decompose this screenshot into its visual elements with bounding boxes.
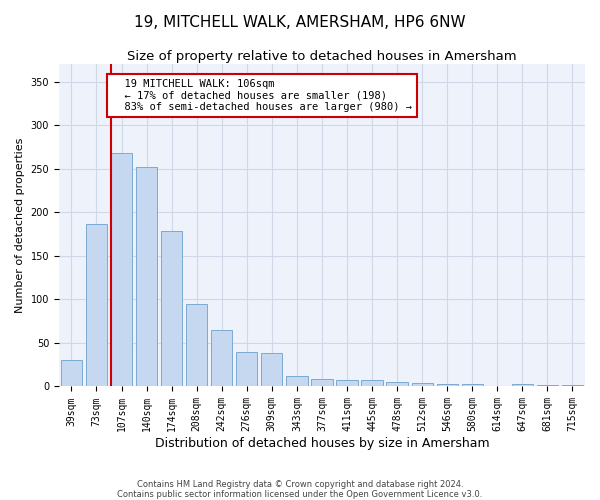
- Bar: [512, 384, 533, 386]
- Bar: [61, 360, 82, 386]
- Bar: [236, 352, 257, 386]
- Bar: [562, 384, 583, 386]
- X-axis label: Distribution of detached houses by size in Amersham: Distribution of detached houses by size …: [155, 437, 489, 450]
- Y-axis label: Number of detached properties: Number of detached properties: [15, 138, 25, 313]
- Bar: [261, 354, 283, 386]
- Bar: [161, 232, 182, 386]
- Text: Contains HM Land Registry data © Crown copyright and database right 2024.
Contai: Contains HM Land Registry data © Crown c…: [118, 480, 482, 499]
- Bar: [337, 380, 358, 386]
- Title: Size of property relative to detached houses in Amersham: Size of property relative to detached ho…: [127, 50, 517, 63]
- Bar: [361, 380, 383, 386]
- Bar: [386, 382, 408, 386]
- Bar: [537, 384, 558, 386]
- Bar: [412, 383, 433, 386]
- Text: 19 MITCHELL WALK: 106sqm
  ← 17% of detached houses are smaller (198)
  83% of s: 19 MITCHELL WALK: 106sqm ← 17% of detach…: [112, 79, 412, 112]
- Bar: [461, 384, 483, 386]
- Bar: [286, 376, 308, 386]
- Bar: [186, 304, 208, 386]
- Bar: [211, 330, 232, 386]
- Bar: [136, 167, 157, 386]
- Bar: [86, 224, 107, 386]
- Bar: [111, 153, 132, 386]
- Bar: [437, 384, 458, 386]
- Text: 19, MITCHELL WALK, AMERSHAM, HP6 6NW: 19, MITCHELL WALK, AMERSHAM, HP6 6NW: [134, 15, 466, 30]
- Bar: [311, 378, 332, 386]
